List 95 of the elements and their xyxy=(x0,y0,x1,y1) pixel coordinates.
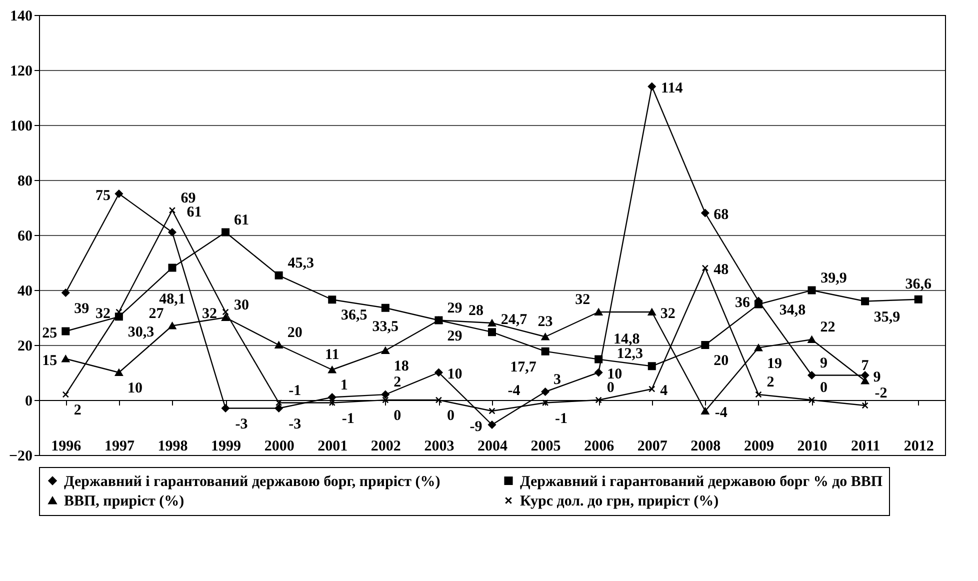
data-label: 34,8 xyxy=(779,302,806,318)
data-label: -1 xyxy=(555,410,568,427)
data-label: 114 xyxy=(661,80,684,96)
data-label: 33,5 xyxy=(372,318,399,335)
y-tick-label: 120 xyxy=(10,64,32,80)
data-label: -2 xyxy=(874,386,888,402)
data-label: 32 xyxy=(202,306,218,322)
data-label: 0 xyxy=(446,408,454,424)
data-label: 28 xyxy=(468,303,484,319)
data-label: 3 xyxy=(554,372,562,388)
x-tick-label: 2009 xyxy=(744,438,774,454)
data-label: 29 xyxy=(447,300,462,316)
y-tick-label: 140 xyxy=(10,8,32,24)
x-tick-label: 2008 xyxy=(690,438,721,454)
x-tick-label: 2003 xyxy=(424,438,454,454)
y-tick-label: 100 xyxy=(10,118,32,134)
x-tick-label: 2012 xyxy=(904,438,934,454)
data-label: 2 xyxy=(394,374,402,390)
data-label: 36,5 xyxy=(340,308,368,324)
y-tick-label: 60 xyxy=(18,228,32,244)
data-label: 23 xyxy=(538,314,553,330)
data-label: 20 xyxy=(714,353,729,369)
data-label: 2 xyxy=(74,402,82,418)
data-label: 14,8 xyxy=(613,331,640,348)
data-label: 15 xyxy=(42,352,58,369)
data-label: 48 xyxy=(714,262,729,278)
data-label: -1 xyxy=(342,410,354,427)
y-tick-label: 20 xyxy=(18,338,32,354)
x-tick-label: 2011 xyxy=(850,438,880,454)
data-label: 22 xyxy=(820,320,836,336)
data-label: 0 xyxy=(606,380,614,396)
data-label: 30,3 xyxy=(128,324,154,341)
x-tick-label: 1998 xyxy=(158,438,188,454)
legend-label: Курс дол. до грн, приріст (%) xyxy=(520,494,719,510)
data-label: -9 xyxy=(470,418,482,435)
data-label: 1 xyxy=(340,377,348,394)
data-label: 45,3 xyxy=(288,255,314,272)
y-tick-label: 40 xyxy=(18,284,32,300)
data-label: 61 xyxy=(186,204,202,220)
data-label: 32 xyxy=(95,306,110,322)
data-label: 10 xyxy=(607,366,622,382)
data-label: 0 xyxy=(394,408,402,424)
x-tick-label: 1997 xyxy=(104,438,135,454)
data-label: 11 xyxy=(325,346,340,363)
x-tick-label: 2007 xyxy=(637,438,668,454)
data-label: 39 xyxy=(74,300,90,317)
data-label: 25 xyxy=(42,325,58,342)
data-label: 32 xyxy=(660,306,676,322)
data-label: 24,7 xyxy=(500,312,528,328)
x-tick-label: 2001 xyxy=(318,438,348,454)
data-label: 68 xyxy=(714,207,729,223)
data-label: 7 xyxy=(861,358,870,374)
data-label: 29 xyxy=(447,328,462,344)
x-tick-label: 2002 xyxy=(370,438,401,454)
legend-label: ВВП, приріст (%) xyxy=(64,494,184,510)
data-label: -1 xyxy=(288,382,302,399)
x-tick-label: 2000 xyxy=(264,438,294,454)
data-label: 19 xyxy=(766,356,782,372)
data-label: 9 xyxy=(873,369,881,386)
x-tick-label: 2005 xyxy=(530,438,561,454)
data-label: 9 xyxy=(820,355,828,372)
y-tick-label: −20 xyxy=(8,448,32,464)
data-label: 0 xyxy=(820,380,828,396)
x-tick-label: 2010 xyxy=(797,438,828,454)
data-label: 35,9 xyxy=(874,309,900,326)
data-label: 30 xyxy=(234,298,250,314)
data-label: 27 xyxy=(148,306,164,322)
data-label: 4 xyxy=(660,383,668,399)
x-tick-label: 2004 xyxy=(478,438,508,454)
data-label: 61 xyxy=(234,212,250,228)
data-label: 12,3 xyxy=(616,346,644,362)
data-label: -3 xyxy=(288,416,302,432)
x-tick-label: 1999 xyxy=(211,438,242,454)
data-label: 10 xyxy=(447,366,462,382)
data-label: -3 xyxy=(235,416,248,432)
data-label: 20 xyxy=(287,325,302,341)
data-label: 36,6 xyxy=(905,276,932,292)
data-label: 10 xyxy=(127,380,142,396)
legend-label: Державний і гарантований державою борг % до ВВП xyxy=(520,474,883,490)
x-tick-label: 2006 xyxy=(584,438,615,454)
data-label: -4 xyxy=(508,383,521,399)
x-tick-label: 1996 xyxy=(51,438,82,454)
data-label: 75 xyxy=(95,188,110,204)
data-label: 36 xyxy=(734,295,750,311)
y-tick-label: 0 xyxy=(25,394,32,410)
legend-label: Державний і гарантований державою борг, приріст (%) xyxy=(64,474,440,490)
data-label: 17,7 xyxy=(510,359,537,376)
data-label: 39,9 xyxy=(820,270,847,286)
data-label: -4 xyxy=(714,405,728,421)
data-label: 2 xyxy=(766,374,774,390)
data-label: 18 xyxy=(394,358,409,374)
data-label: 48,1 xyxy=(159,292,186,308)
y-tick-label: 80 xyxy=(18,174,32,190)
data-label: 69 xyxy=(180,190,196,206)
data-label: 32 xyxy=(575,292,590,308)
